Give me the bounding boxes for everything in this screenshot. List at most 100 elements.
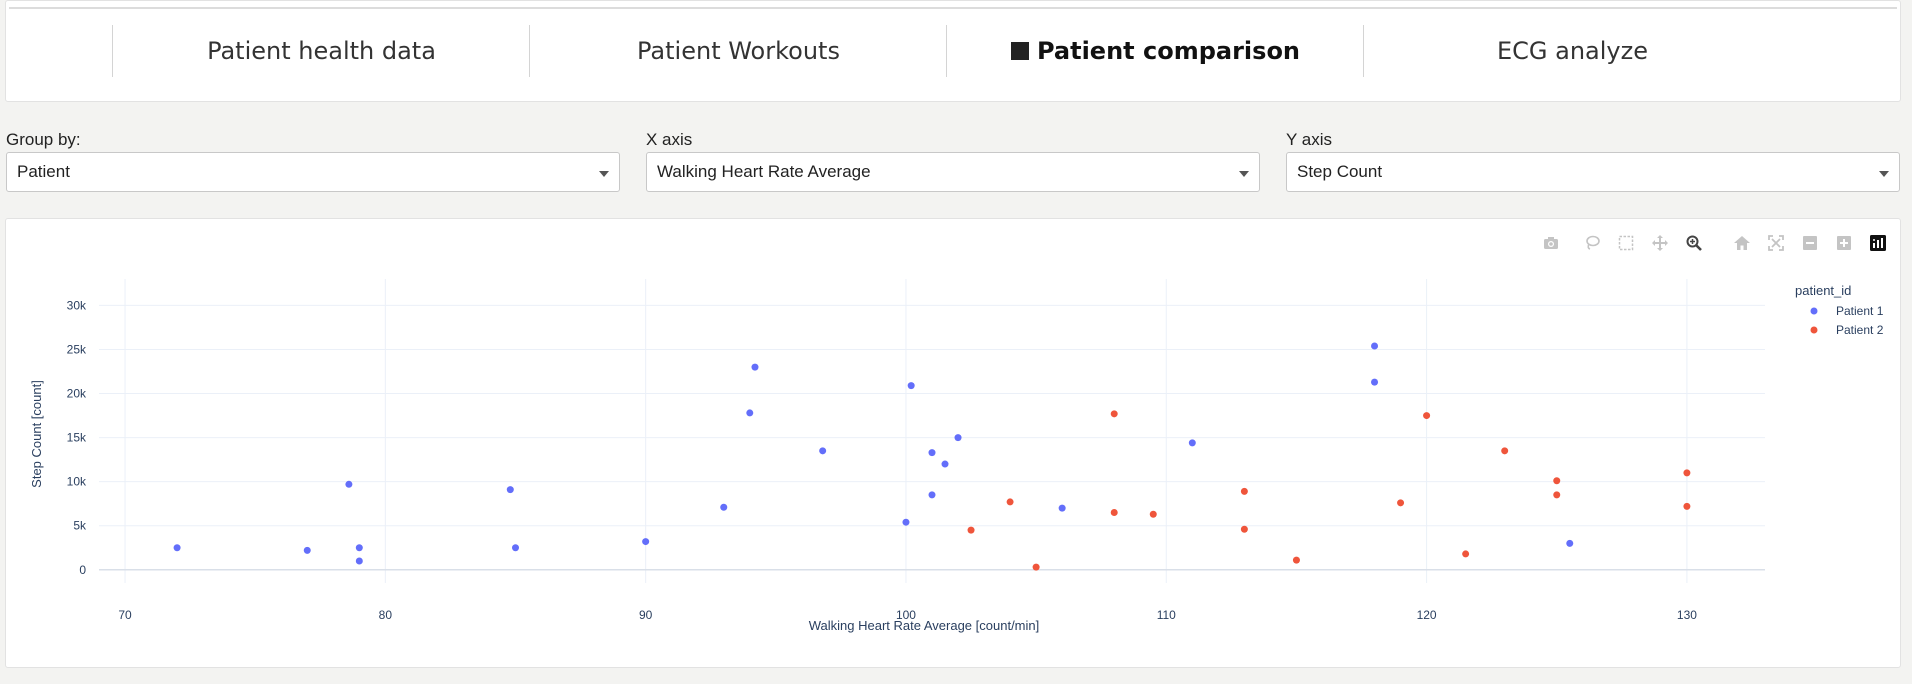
data-point[interactable] xyxy=(1371,378,1379,386)
data-point[interactable] xyxy=(345,480,353,488)
x-axis-dropdown[interactable]: Walking Heart Rate Average xyxy=(646,152,1260,192)
tab-ecg-analyze[interactable]: ECG analyze xyxy=(1364,25,1781,77)
data-point[interactable] xyxy=(1240,525,1248,533)
y-tick-label: 10k xyxy=(67,475,87,489)
data-point[interactable] xyxy=(355,557,363,565)
data-point[interactable] xyxy=(907,382,915,390)
active-tab-marker-icon xyxy=(1010,42,1029,60)
data-point[interactable] xyxy=(941,460,949,468)
data-point[interactable] xyxy=(819,447,827,455)
data-point[interactable] xyxy=(1553,477,1561,485)
scatter-chart[interactable]: 0 5k 10k 15k 20k 25k 30k 70 80 90 100 110 120 130 Wa… xyxy=(6,219,1902,669)
legend-marker xyxy=(1810,307,1818,315)
data-point[interactable] xyxy=(355,544,363,552)
data-point[interactable] xyxy=(1188,439,1196,447)
data-point[interactable] xyxy=(642,538,650,546)
legend-marker xyxy=(1810,326,1818,334)
data-point[interactable] xyxy=(173,544,181,552)
y-axis-title: Step Count [count] xyxy=(29,380,44,488)
legend-item-patient-1[interactable]: Patient 1 xyxy=(1810,304,1884,318)
data-point[interactable] xyxy=(954,434,962,442)
data-point[interactable] xyxy=(928,491,936,499)
group-by-label: Group by: xyxy=(6,130,81,149)
legend-title: patient_id xyxy=(1795,283,1851,298)
y-tick-label: 0 xyxy=(79,563,86,577)
x-tick-label: 70 xyxy=(118,608,132,622)
x-axis-value: Walking Heart Rate Average xyxy=(657,162,871,181)
data-point[interactable] xyxy=(1006,498,1014,506)
data-point[interactable] xyxy=(1683,502,1691,510)
group-by-dropdown[interactable]: Patient xyxy=(6,152,620,192)
data-point[interactable] xyxy=(928,449,936,457)
grid xyxy=(99,279,1765,583)
legend-item-patient-2[interactable]: Patient 2 xyxy=(1810,323,1884,337)
y-tick-label: 5k xyxy=(73,519,87,533)
data-point[interactable] xyxy=(512,544,519,552)
data-point[interactable] xyxy=(1683,469,1691,477)
data-point[interactable] xyxy=(1423,412,1431,420)
chevron-down-icon xyxy=(1239,171,1249,177)
camera-icon[interactable] xyxy=(1540,232,1562,254)
tab-label: Patient comparison xyxy=(1036,37,1301,65)
data-point[interactable] xyxy=(1240,487,1248,495)
data-points[interactable] xyxy=(173,342,1691,571)
data-point[interactable] xyxy=(1032,563,1040,571)
modebar xyxy=(1540,232,1562,254)
autoscale-icon[interactable] xyxy=(1765,232,1787,254)
zoom-out-icon[interactable] xyxy=(1799,232,1821,254)
data-point[interactable] xyxy=(1110,509,1118,517)
tab-label: Patient health data xyxy=(207,37,436,65)
tab-bar: Patient health data Patient Workouts Pat… xyxy=(5,0,1901,102)
y-tick-label: 20k xyxy=(67,387,87,401)
group-by-value: Patient xyxy=(17,162,70,181)
data-point[interactable] xyxy=(1149,510,1157,518)
data-point[interactable] xyxy=(967,526,975,534)
tab-label: Patient Workouts xyxy=(637,37,840,65)
box-select-icon[interactable] xyxy=(1615,232,1637,254)
data-point[interactable] xyxy=(1553,491,1561,499)
tab-patient-health-data[interactable]: Patient health data xyxy=(113,25,530,77)
zoom-icon[interactable] xyxy=(1683,232,1705,254)
chevron-down-icon xyxy=(1879,171,1889,177)
data-point[interactable] xyxy=(1292,556,1300,564)
data-point[interactable] xyxy=(303,546,311,554)
data-point[interactable] xyxy=(1110,410,1118,418)
data-point[interactable] xyxy=(751,363,759,371)
lasso-icon[interactable] xyxy=(1581,232,1603,254)
x-tick-label: 100 xyxy=(896,608,916,622)
y-tick-label: 30k xyxy=(67,298,87,312)
x-tick-label: 90 xyxy=(639,608,653,622)
tab-separator xyxy=(946,25,947,77)
data-point[interactable] xyxy=(1371,342,1379,350)
y-tick-label: 15k xyxy=(67,431,87,445)
y-tick-labels: 0 5k 10k 15k 20k 25k 30k xyxy=(67,298,87,576)
data-point[interactable] xyxy=(720,503,728,511)
tab-label: ECG analyze xyxy=(1496,37,1648,65)
data-point[interactable] xyxy=(746,409,754,417)
x-tick-label: 80 xyxy=(379,608,393,622)
tab-bar-top-rule xyxy=(9,7,1897,9)
data-point[interactable] xyxy=(1462,550,1470,558)
tab-separator xyxy=(1363,25,1364,77)
plotly-logo-icon[interactable] xyxy=(1867,232,1889,254)
data-point[interactable] xyxy=(1397,499,1405,507)
zoom-in-icon[interactable] xyxy=(1833,232,1855,254)
y-axis-value: Step Count xyxy=(1297,162,1383,181)
data-point[interactable] xyxy=(506,486,514,494)
x-tick-label: 130 xyxy=(1677,608,1697,622)
data-point[interactable] xyxy=(1566,539,1574,547)
tab-separator xyxy=(529,25,530,77)
tab-patient-comparison[interactable]: Patient comparison xyxy=(947,25,1364,77)
y-axis-dropdown[interactable]: Step Count xyxy=(1286,152,1900,192)
x-axis-label: X axis xyxy=(646,130,693,149)
modebar-view-group xyxy=(1731,232,1889,254)
data-point[interactable] xyxy=(902,518,910,526)
tab-separator xyxy=(112,25,113,77)
x-tick-label: 110 xyxy=(1157,608,1176,622)
pan-icon[interactable] xyxy=(1649,232,1671,254)
data-point[interactable] xyxy=(1058,504,1066,512)
home-icon[interactable] xyxy=(1731,232,1753,254)
data-point[interactable] xyxy=(1501,447,1509,455)
legend-label: Patient 2 xyxy=(1836,323,1884,337)
tab-patient-workouts[interactable]: Patient Workouts xyxy=(530,25,947,77)
